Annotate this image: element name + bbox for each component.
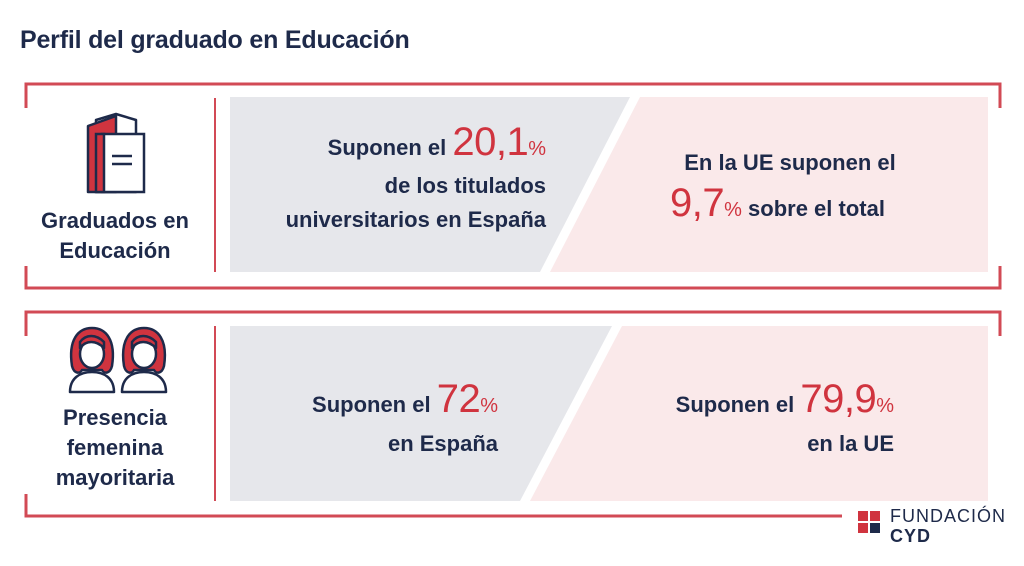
row1-label: Graduados en Educación [22, 206, 208, 266]
row1-pink-panel [550, 97, 988, 272]
row1-spain-line3: universitarios en España [285, 207, 546, 232]
row1-spain-stat: Suponen el 20,1% de los titulados univer… [236, 122, 546, 237]
row1-label-line1: Graduados en [41, 208, 189, 233]
row2-bracket [24, 310, 1002, 518]
row2-label-line2: femenina [66, 435, 164, 460]
row2-label: Presencia femenina mayoritaria [22, 403, 208, 493]
row2-spain-value: 72 [436, 377, 481, 421]
logo-square-3 [870, 523, 880, 533]
row1-eu-stat: En la UE suponen el 9,7% sobre el total [640, 146, 940, 233]
row2-spain-stat: Suponen el 72% en España [236, 378, 498, 461]
logo-text: FUNDACIÓN CYD [890, 506, 1006, 545]
row1-spain-unit: % [528, 138, 546, 160]
row2-eu-unit: % [876, 395, 894, 417]
row1-spain-line2: de los titulados [384, 173, 546, 198]
row1-eu-value: 9,7 [670, 181, 725, 225]
women-icon [68, 326, 168, 394]
row2-eu-stat: Suponen el 79,9% en la UE [620, 378, 894, 461]
page-title: Perfil del graduado en Educación [20, 26, 410, 54]
row2-pink-panel [530, 326, 988, 501]
row2-label-line1: Presencia [63, 405, 167, 430]
logo-square-1 [858, 511, 868, 521]
row1-spain-value: 20,1 [452, 120, 529, 164]
row1-bracket [24, 82, 1002, 290]
row2-grey-panel [230, 326, 612, 501]
logo-line2: CYD [890, 526, 932, 546]
row1-eu-line1: En la UE suponen el [684, 150, 896, 175]
book-icon [86, 112, 146, 194]
row2-spain-unit: % [480, 395, 498, 417]
logo-line1: FUNDACIÓN [890, 506, 1006, 526]
logo-square-2 [870, 511, 880, 521]
logo-square-4 [858, 523, 868, 533]
row1-eu-unit: % [724, 199, 742, 221]
row2-spain-pre: Suponen el [312, 392, 431, 417]
row1-eu-post: sobre el total [748, 196, 885, 221]
row2-eu-line2: en la UE [807, 431, 894, 456]
row2-label-line3: mayoritaria [55, 465, 175, 490]
row1-grey-panel [230, 97, 630, 272]
row2-spain-line2: en España [387, 431, 498, 456]
row2-eu-pre: Suponen el [675, 392, 795, 417]
row1-spain-pre: Suponen el [327, 135, 447, 160]
row1-label-line2: Educación [59, 238, 171, 263]
row2-eu-value: 79,9 [800, 377, 877, 421]
